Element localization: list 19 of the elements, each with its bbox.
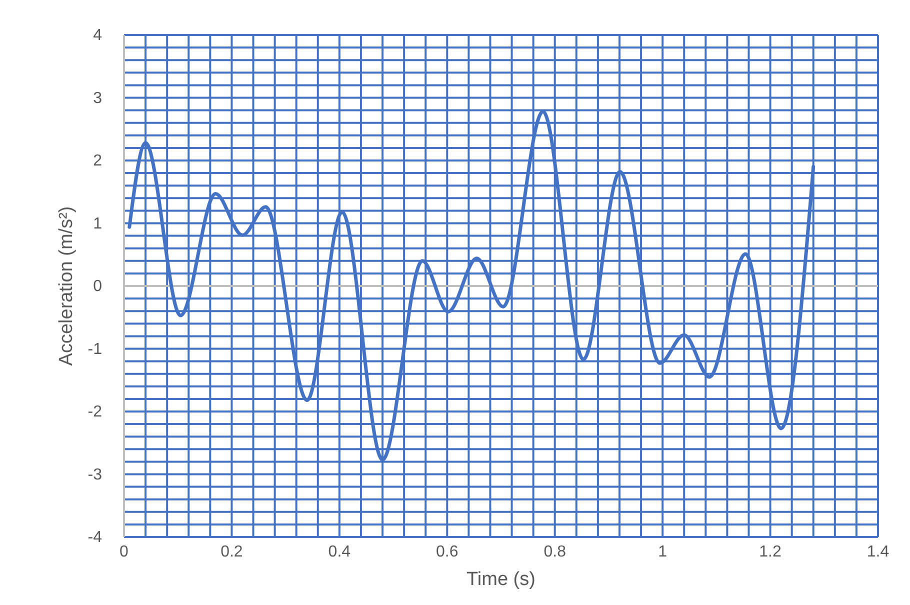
- x-tick-label: 0.4: [328, 543, 351, 560]
- x-tick-label: 1.2: [759, 543, 782, 560]
- x-tick-label: 0: [120, 543, 129, 560]
- y-tick-label: 3: [93, 90, 102, 107]
- x-tick-label: 0.6: [436, 543, 458, 560]
- y-tick-label: -4: [88, 529, 102, 546]
- x-tick-label: 1: [658, 543, 668, 560]
- x-tick-label: 0.8: [544, 543, 566, 560]
- y-tick-label: 4: [93, 27, 102, 44]
- y-axis-title: Acceleration (m/s²): [56, 206, 77, 366]
- y-tick-label: -3: [88, 466, 102, 484]
- x-tick-label: 1.4: [866, 543, 890, 560]
- y-tick-label: 2: [93, 152, 102, 170]
- y-tick-label: 0: [93, 278, 102, 296]
- y-tick-label: -1: [88, 340, 102, 358]
- y-tick-label: 1: [93, 215, 102, 232]
- x-axis-title: Time (s): [466, 569, 536, 590]
- y-tick-label: -2: [88, 404, 102, 421]
- x-tick-label: 0.2: [220, 543, 243, 560]
